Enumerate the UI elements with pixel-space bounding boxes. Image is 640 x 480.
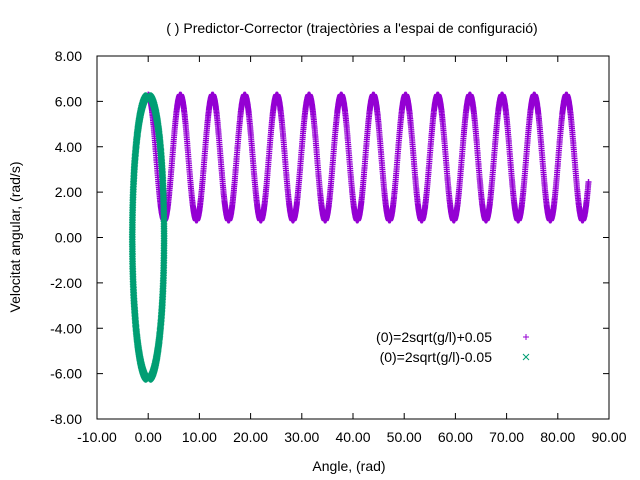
x-tick-label: -10.00 xyxy=(77,429,117,445)
x-tick-label: 70.00 xyxy=(489,429,524,445)
y-tick-label: -4.00 xyxy=(50,320,82,336)
plot-frame xyxy=(96,55,610,420)
x-tick-label: 40.00 xyxy=(335,429,370,445)
legend-marker-x-icon xyxy=(522,353,530,361)
series-purple-plus xyxy=(145,91,592,224)
series-green-x xyxy=(128,92,168,383)
y-tick-label: 4.00 xyxy=(55,139,82,155)
legend-label-series-1: (0)=2sqrt(g/l)+0.05 xyxy=(376,329,492,345)
y-tick-label: 2.00 xyxy=(55,184,82,200)
x-tick-label: 20.00 xyxy=(233,429,268,445)
x-tick-label: 50.00 xyxy=(387,429,422,445)
x-tick-label: 60.00 xyxy=(438,429,473,445)
legend-marker-plus-icon xyxy=(523,334,529,340)
x-tick-label: 0.00 xyxy=(135,429,162,445)
x-tick-label: 80.00 xyxy=(540,429,575,445)
series-1-points xyxy=(145,91,592,224)
y-tick-label: -2.00 xyxy=(50,275,82,291)
x-tick-label: 10.00 xyxy=(182,429,217,445)
legend-label-series-2: (0)=2sqrt(g/l)-0.05 xyxy=(380,349,493,365)
y-tick-label: 6.00 xyxy=(55,93,82,109)
x-axis-label: Angle, (rad) xyxy=(312,458,385,474)
y-axis-label: Velocitat angular, (rad/s) xyxy=(7,162,23,313)
axis-ticks: -10.00 0.00 10.00 20.00 30.00 40.00 50.00 60.00… xyxy=(50,48,627,445)
series-2-points xyxy=(128,92,168,383)
legend: (0)=2sqrt(g/l)+0.05 (0)=2sqrt(g/l)-0.05 xyxy=(376,329,530,365)
x-tick-label: 30.00 xyxy=(284,429,319,445)
plot-area xyxy=(128,91,592,383)
y-tick-label: 0.00 xyxy=(55,230,82,246)
y-tick-label: 8.00 xyxy=(55,48,82,64)
chart-title: ( ) Predictor-Corrector (trajectòries a … xyxy=(166,20,537,36)
x-tick-label: 90.00 xyxy=(591,429,626,445)
y-tick-label: -8.00 xyxy=(50,411,82,427)
y-tick-label: -6.00 xyxy=(50,366,82,382)
